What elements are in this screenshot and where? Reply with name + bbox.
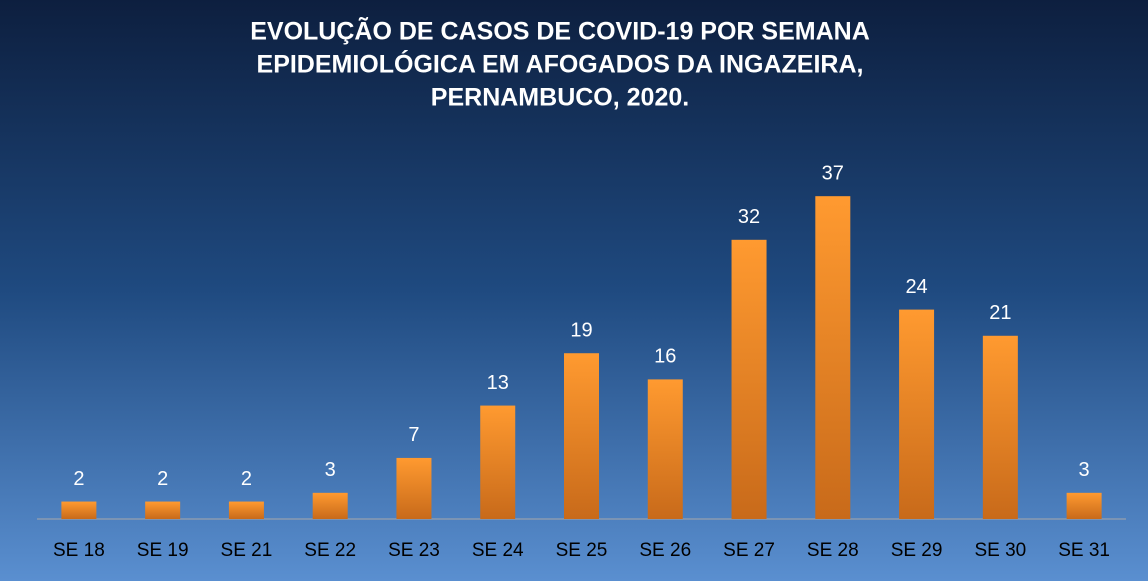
chart-title: EVOLUÇÃO DE CASOS DE COVID-19 POR SEMANA	[250, 16, 870, 46]
x-tick-label: SE 27	[723, 540, 775, 561]
bar	[480, 405, 516, 519]
bar	[1066, 492, 1102, 519]
chart-title: EPIDEMIOLÓGICA EM AFOGADOS DA INGAZEIRA,	[257, 49, 864, 79]
x-tick-label: SE 30	[974, 540, 1026, 561]
data-label: 3	[325, 459, 336, 481]
bar	[815, 196, 851, 520]
data-label: 19	[570, 320, 592, 342]
x-tick-label: SE 28	[807, 540, 859, 561]
x-tick-label: SE 25	[556, 540, 608, 561]
x-tick-label: SE 29	[891, 540, 943, 561]
x-tick-label: SE 24	[472, 540, 524, 561]
data-label: 24	[905, 276, 927, 298]
bar	[396, 457, 432, 519]
bar	[61, 501, 97, 519]
data-label: 2	[241, 468, 252, 490]
title: EVOLUÇÃO DE CASOS DE COVID-19 POR SEMANA…	[250, 16, 870, 112]
data-label: 32	[738, 206, 760, 228]
bar	[145, 501, 181, 519]
x-tick-label: SE 31	[1058, 540, 1110, 561]
data-label: 16	[654, 346, 676, 368]
chart-title: PERNAMBUCO, 2020.	[431, 84, 689, 112]
x-tick-label: SE 21	[221, 540, 273, 561]
data-label: 13	[487, 372, 509, 394]
bar	[312, 492, 348, 519]
bar	[899, 309, 935, 519]
data-label: 37	[822, 162, 844, 184]
bar	[731, 239, 767, 520]
data-label: 7	[408, 424, 419, 446]
bar	[982, 335, 1018, 519]
x-tick-label: SE 26	[639, 540, 691, 561]
bar	[647, 379, 683, 519]
data-label: 2	[157, 468, 168, 490]
data-label: 2	[73, 468, 84, 490]
x-tick-label: SE 22	[304, 540, 356, 561]
data-label: 3	[1079, 459, 1090, 481]
x-tick-label: SE 19	[137, 540, 189, 561]
bar	[564, 353, 599, 519]
data-label: 21	[989, 302, 1011, 324]
bar	[228, 501, 264, 519]
x-tick-label: SE 23	[388, 540, 440, 561]
x-tick-label: SE 18	[53, 540, 105, 561]
